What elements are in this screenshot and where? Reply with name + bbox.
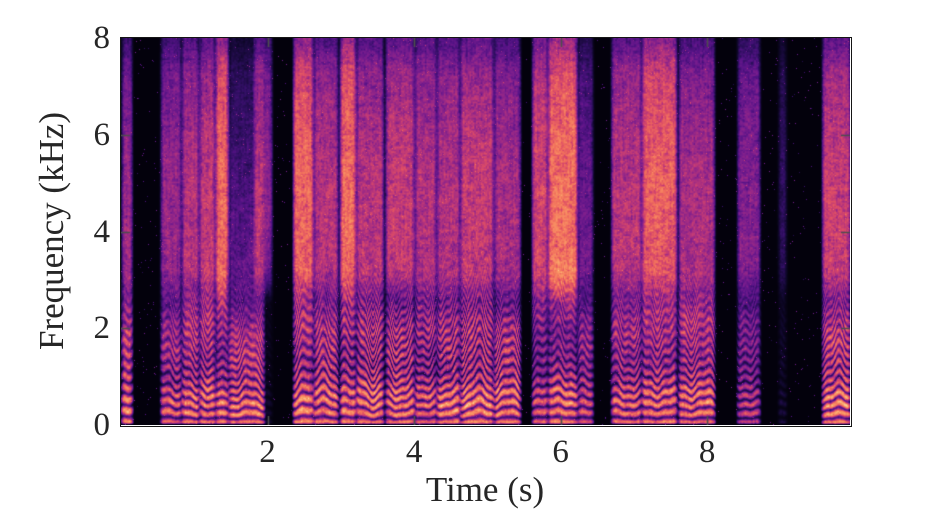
x-tick-label: 4 [405,434,423,470]
y-tick-label: 4 [93,213,111,250]
y-tick-label: 2 [93,310,111,347]
x-tick-label: 8 [698,434,716,470]
y-tick-label: 8 [93,20,111,56]
spectrogram-canvas [121,38,850,425]
x-tick-label: 6 [552,434,569,470]
x-axis-label: Time (s) [425,470,545,509]
y-tick-label: 0 [93,407,111,443]
y-tick-label: 6 [93,116,111,153]
x-tick-label: 2 [259,434,276,470]
